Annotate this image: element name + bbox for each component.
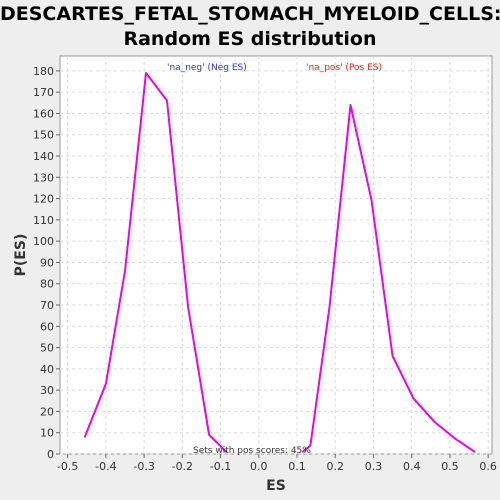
x-axis-ticks: -0.5 -0.4 -0.3 -0.2 -0.1 0.0 0.1 0.2 0.3 0.4 0.5 0.… [57,454,497,473]
y-tick-label: 20 [40,405,54,418]
x-tick-label: -0.5 [57,460,78,473]
y-tick-label: 70 [40,299,54,312]
y-tick-label: 130 [33,171,54,184]
legend-pos-label: 'na_pos' (Pos ES) [306,63,382,73]
data-point [391,355,394,357]
y-tick-label: 160 [33,107,54,120]
x-tick-label: 0.0 [250,460,268,473]
series-line-1 [302,104,476,453]
x-tick-label: -0.4 [95,460,116,473]
y-axis-ticks: 0 10 20 30 40 50 60 70 80 90 100 110 120 130 140 150 160… [33,65,60,461]
y-tick-label: 180 [33,65,54,78]
data-point [187,306,189,308]
data-point [301,451,304,453]
x-tick-label: -0.2 [172,460,193,473]
y-tick-label: 150 [33,129,54,142]
chart-title-line2: Random ES distribution [123,28,377,50]
chart-title-line1: DESCARTES_FETAL_STOMACH_MYELOID_CELLS: [0,3,500,25]
x-tick-label: 0.5 [441,460,459,473]
data-point [454,438,457,440]
data-point [145,72,147,74]
y-tick-label: 10 [40,427,54,440]
y-axis-label: P(ES) [13,234,29,277]
y-tick-label: 40 [40,363,54,376]
y-tick-label: 50 [40,342,54,355]
data-point [349,104,352,106]
chart-title: DESCARTES_FETAL_STOMACH_MYELOID_CELLS: R… [0,2,500,52]
x-tick-label: 0.4 [403,460,421,473]
y-tick-label: 110 [33,214,54,227]
y-tick-label: 0 [47,448,54,461]
y-tick-label: 80 [40,278,54,291]
x-axis-label: ES [266,478,286,494]
y-tick-label: 60 [40,320,54,333]
legend-neg-label: 'na_neg' (Neg ES) [167,63,247,73]
x-tick-label: -0.1 [210,460,231,473]
data-point [433,421,436,423]
data-point [124,270,126,272]
y-tick-label: 120 [33,193,54,206]
data-point [412,397,415,400]
data-point [309,444,312,447]
y-tick-label: 30 [40,384,54,397]
data-point [225,451,228,453]
data-point [370,199,373,202]
y-tick-label: 140 [33,150,54,163]
y-tick-label: 170 [33,86,54,99]
pos-scores-annotation: Sets with pos scores: 45% [193,446,311,456]
y-tick-label: 90 [40,256,54,269]
data-point [105,382,107,385]
data-point [166,99,168,102]
data-point [208,434,210,436]
x-tick-label: -0.3 [133,460,154,473]
x-tick-label: 0.1 [288,460,306,473]
x-tick-label: 0.3 [365,460,383,473]
series-line-0 [83,72,228,453]
data-point [84,436,86,438]
data-point [328,306,331,308]
data-point [473,451,476,453]
series-lines [83,72,476,453]
x-tick-label: 0.2 [327,460,345,473]
plot-area [59,55,493,455]
x-tick-label: 0.6 [479,460,497,473]
y-tick-label: 100 [33,235,54,248]
grid-lines [60,56,492,455]
